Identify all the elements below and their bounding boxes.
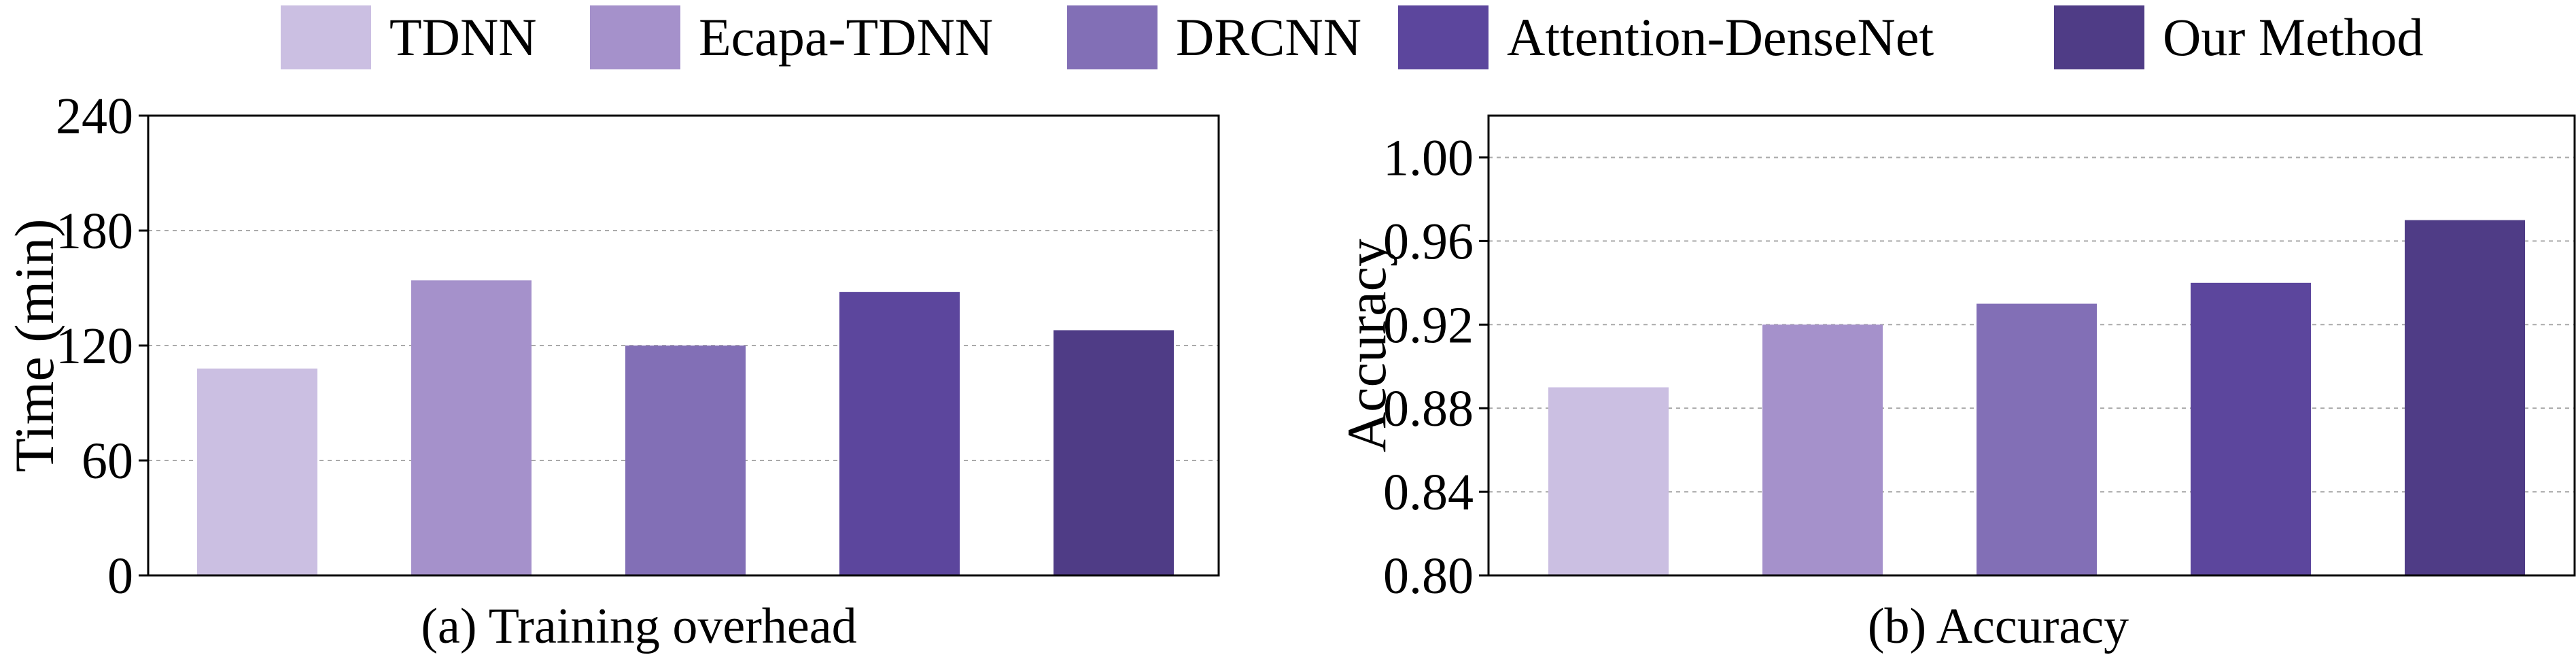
y-axis-label: Accuracy <box>1336 239 1397 452</box>
y-tick-label: 180 <box>56 203 133 260</box>
y-tick-label: 240 <box>56 88 133 145</box>
y-tick-label: 0.96 <box>1383 213 1474 270</box>
bar-drcnn <box>625 346 746 575</box>
bar-our-method <box>1054 330 1174 575</box>
bars <box>197 280 1174 575</box>
y-tick-label: 0.92 <box>1383 297 1474 354</box>
y-tick-label: 60 <box>82 433 133 490</box>
y-tick-label: 120 <box>56 318 133 375</box>
legend-label-attention-densenet: Attention-DenseNet <box>1507 7 1934 67</box>
y-tick-label: 0.88 <box>1383 380 1474 437</box>
legend: TDNN Ecapa-TDNN DRCNN Attention-DenseNet… <box>0 0 2576 75</box>
legend-swatch-ecapa-tdnn <box>590 5 680 69</box>
chart-caption: (b) Accuracy <box>1868 599 2129 654</box>
y-tick-label: 0 <box>107 548 133 605</box>
bar-tdnn <box>1548 387 1669 575</box>
y-tick-label: 0.84 <box>1383 464 1474 521</box>
chart-caption: (a) Training overhead <box>421 599 856 654</box>
y-tick-label: 1.00 <box>1383 129 1474 186</box>
y-axis-ticks: 0.80 0.84 0.88 0.92 0.96 1.00 <box>1383 129 1489 605</box>
y-axis-label: Time (min) <box>3 219 65 473</box>
legend-swatch-attention-densenet <box>1398 5 1489 69</box>
bar-our-method <box>2405 220 2525 575</box>
plot-frame <box>1487 114 2576 577</box>
bar-ecapa-tdnn <box>411 280 532 575</box>
legend-swatch-drcnn <box>1067 5 1158 69</box>
bar-attention-densenet <box>839 292 960 575</box>
chart-accuracy: 0.80 0.84 0.88 0.92 0.96 1.00 Accuracy (b) Ac… <box>1336 114 2576 654</box>
y-axis-ticks: 0 60 120 180 240 <box>56 88 148 605</box>
bar-tdnn <box>197 368 317 575</box>
legend-label-our-method: Our Method <box>2163 7 2424 67</box>
legend-label-tdnn: TDNN <box>389 7 537 67</box>
chart-training-overhead: 0 60 120 180 240 Time (min) (a) Training ove… <box>3 88 1220 654</box>
bar-attention-densenet <box>2191 282 2311 575</box>
y-tick-label: 0.80 <box>1383 548 1474 605</box>
bar-ecapa-tdnn <box>1762 324 1883 575</box>
gridlines <box>1489 156 2575 493</box>
bars <box>1548 220 2525 575</box>
legend-label-drcnn: DRCNN <box>1176 7 1362 67</box>
legend-swatch-tdnn <box>281 5 371 69</box>
legend-swatch-our-method <box>2054 5 2144 69</box>
legend-label-ecapa-tdnn: Ecapa-TDNN <box>699 7 994 67</box>
bar-drcnn <box>1977 303 2097 575</box>
gridlines <box>148 230 1219 461</box>
